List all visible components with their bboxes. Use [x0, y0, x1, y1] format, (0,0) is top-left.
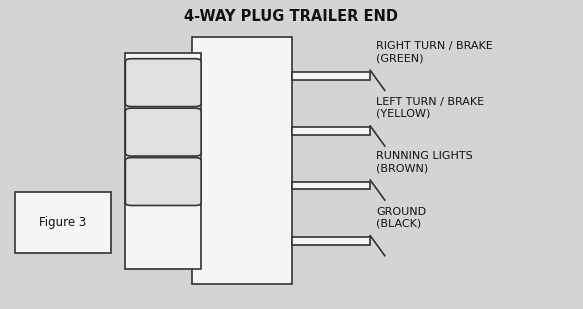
- Bar: [15, 192, 111, 253]
- Text: Figure 3: Figure 3: [39, 216, 86, 229]
- Text: GROUND
(BLACK): GROUND (BLACK): [376, 207, 426, 229]
- Text: LEFT TURN / BRAKE
(YELLOW): LEFT TURN / BRAKE (YELLOW): [376, 97, 484, 119]
- Bar: [125, 53, 201, 269]
- Bar: [292, 127, 370, 135]
- Bar: [292, 237, 370, 245]
- FancyBboxPatch shape: [125, 59, 201, 107]
- Text: RUNNING LIGHTS
(BROWN): RUNNING LIGHTS (BROWN): [376, 151, 473, 173]
- Text: 4-WAY PLUG TRAILER END: 4-WAY PLUG TRAILER END: [184, 9, 399, 24]
- Bar: [292, 72, 370, 79]
- FancyBboxPatch shape: [125, 158, 201, 205]
- Text: RIGHT TURN / BRAKE
(GREEN): RIGHT TURN / BRAKE (GREEN): [376, 41, 493, 63]
- Bar: [292, 181, 370, 189]
- Bar: [192, 37, 292, 284]
- FancyBboxPatch shape: [125, 108, 201, 156]
